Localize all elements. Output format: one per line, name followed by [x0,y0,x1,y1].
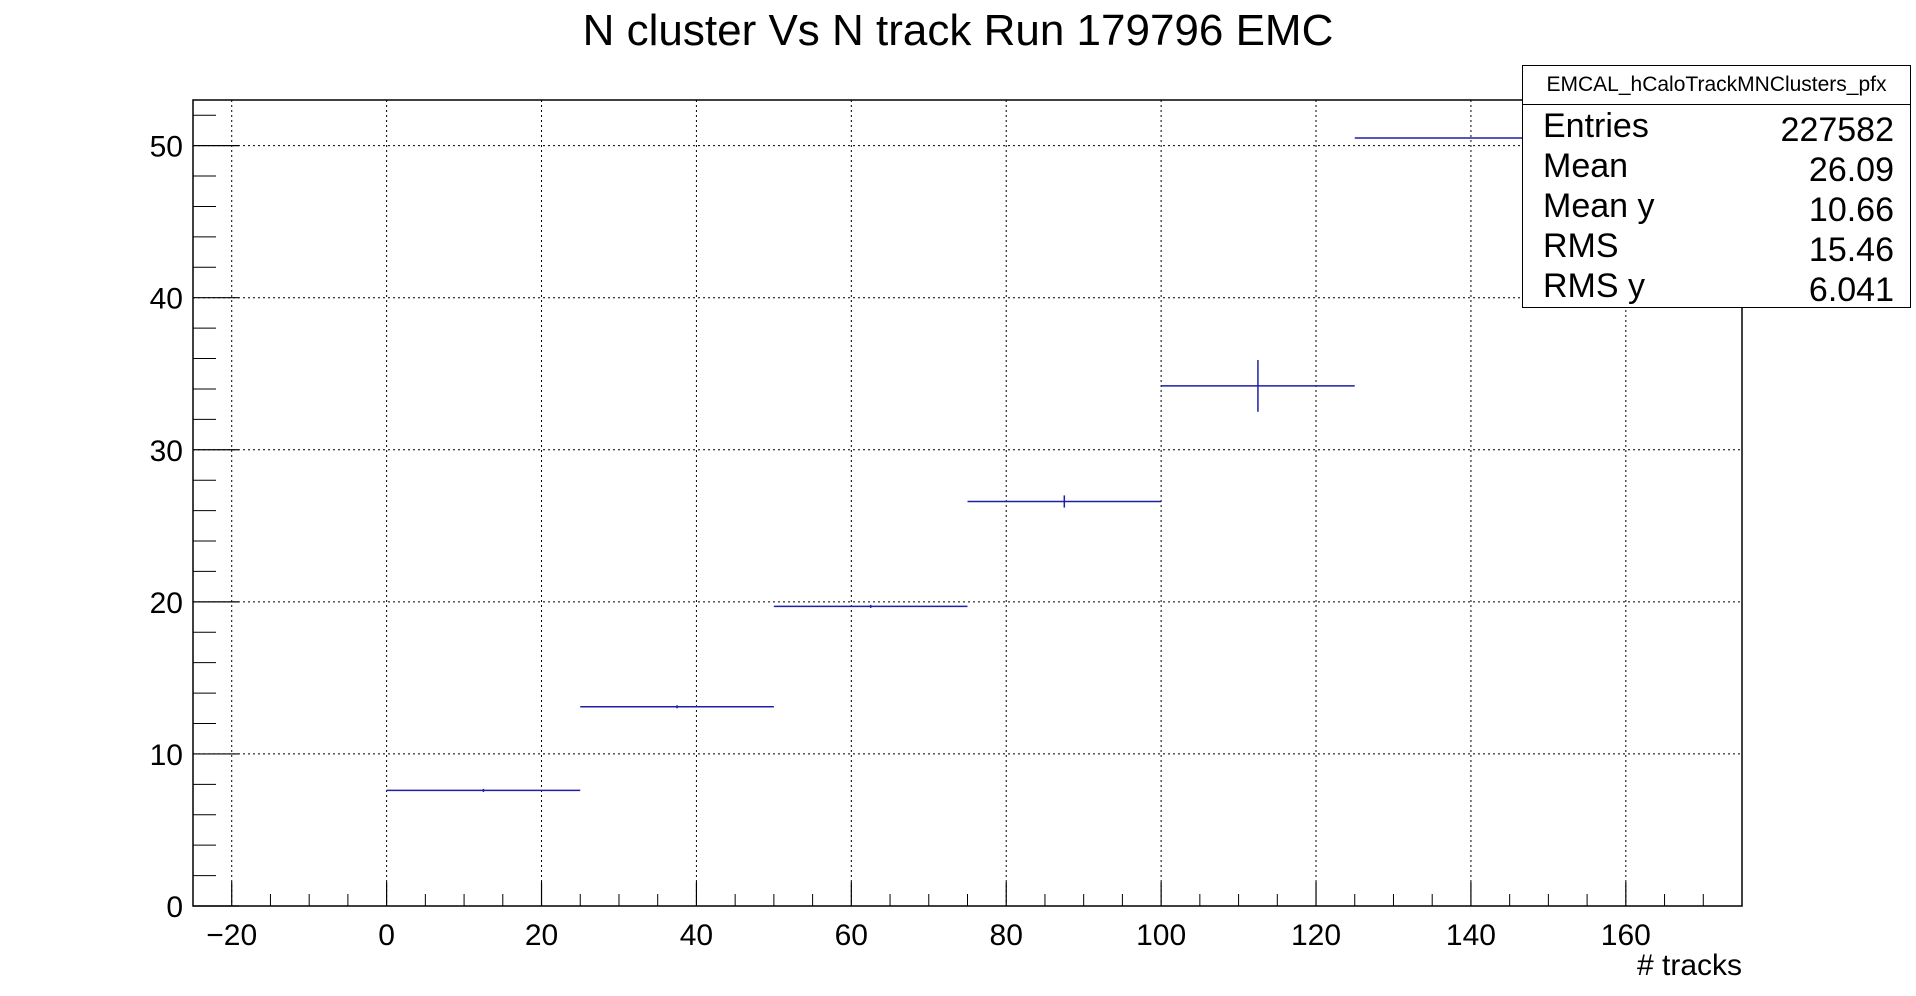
stats-row-rms-y: RMS y 6.041 [1523,265,1910,309]
x-tick-label: 20 [525,919,558,952]
x-tick-label: −20 [206,919,257,952]
axis-ticks [192,114,1743,907]
y-tick-label: 50 [150,131,183,164]
stats-value: 26.09 [1808,151,1894,189]
plot-frame [192,99,1743,907]
x-tick-label: 80 [990,919,1023,952]
y-tick-label: 10 [150,739,183,772]
stats-key: RMS [1543,227,1619,265]
grid-lines [193,100,1742,907]
x-tick-label: 0 [378,919,395,952]
y-tick-label: 30 [150,435,183,468]
stats-row-mean: Mean 26.09 [1523,145,1910,189]
x-tick-label: 40 [680,919,713,952]
stats-value: 6.041 [1808,271,1894,309]
stats-row-rms: RMS 15.46 [1523,225,1910,269]
x-tick-label: 160 [1601,919,1651,952]
stats-key: Mean y [1543,187,1655,225]
stats-row-mean-y: Mean y 10.66 [1523,185,1910,229]
x-tick-label: 60 [835,919,868,952]
x-tick-label: 140 [1446,919,1496,952]
y-tick-label: 40 [150,283,183,316]
chart-title: N cluster Vs N track Run 179796 EMC [582,6,1334,55]
stats-box-title: EMCAL_hCaloTrackMNClusters_pfx [1523,66,1910,105]
stats-key: Mean [1543,147,1629,185]
stats-value: 10.66 [1808,191,1894,229]
x-tick-label: 120 [1291,919,1341,952]
y-tick-label: 20 [150,587,183,620]
stats-value: 227582 [1780,111,1894,149]
stats-row-entries: Entries 227582 [1523,105,1910,149]
stats-key: Entries [1543,107,1649,145]
stats-value: 15.46 [1808,231,1894,269]
stats-key: RMS y [1543,267,1645,305]
x-axis-label: # tracks [1637,949,1742,982]
x-tick-label: 100 [1136,919,1186,952]
tick-labels: −20 0 20 40 60 80 100 120 140 160 0 10 20 30 40 50 [150,131,1651,952]
stats-box: EMCAL_hCaloTrackMNClusters_pfx Entries 2… [1522,65,1911,309]
y-tick-label: 0 [166,891,183,924]
data-series [386,137,1549,792]
